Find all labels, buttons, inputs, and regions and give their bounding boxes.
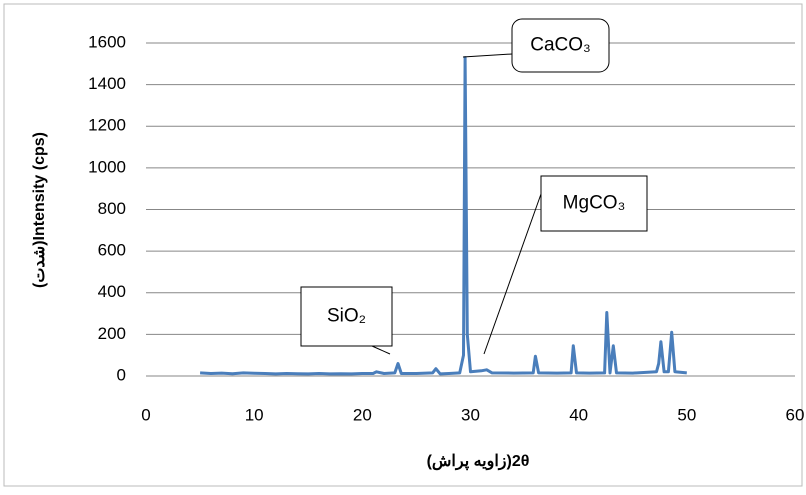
y-tick-label: 0 <box>117 365 126 384</box>
annotation: MgCO₃ <box>563 193 626 214</box>
y-tick-label: 1200 <box>88 116 126 135</box>
x-tick-label: 10 <box>245 405 264 424</box>
data-line <box>200 56 687 376</box>
y-tick-label: 600 <box>98 241 126 260</box>
y-tick-label: 1000 <box>88 157 126 176</box>
x-tick-label: 60 <box>786 405 805 424</box>
x-tick-label: 30 <box>461 405 480 424</box>
annotation: SiO₂ <box>327 306 366 327</box>
callout-pointer <box>483 193 542 355</box>
callout-box <box>511 18 610 73</box>
x-tick-label: 20 <box>353 405 372 424</box>
y-axis-label: (شدت)Intensity (cps) <box>31 132 48 288</box>
y-tick-label: 400 <box>98 282 126 301</box>
y-tick-label: 1600 <box>88 32 126 51</box>
callout-pointer <box>462 53 513 58</box>
x-axis-label: (زاویه پراش)2θ <box>427 453 530 471</box>
callout-box <box>300 286 393 347</box>
y-tick-label: 800 <box>98 199 126 218</box>
y-tick-label: 1400 <box>88 74 126 93</box>
callout-box <box>540 175 648 232</box>
y-tick-label: 200 <box>98 324 126 343</box>
x-tick-label: 0 <box>141 405 150 424</box>
callout-pointer <box>371 345 391 355</box>
x-tick-label: 40 <box>569 405 588 424</box>
annotation: CaCO₃ <box>530 35 591 56</box>
x-tick-label: 50 <box>677 405 696 424</box>
